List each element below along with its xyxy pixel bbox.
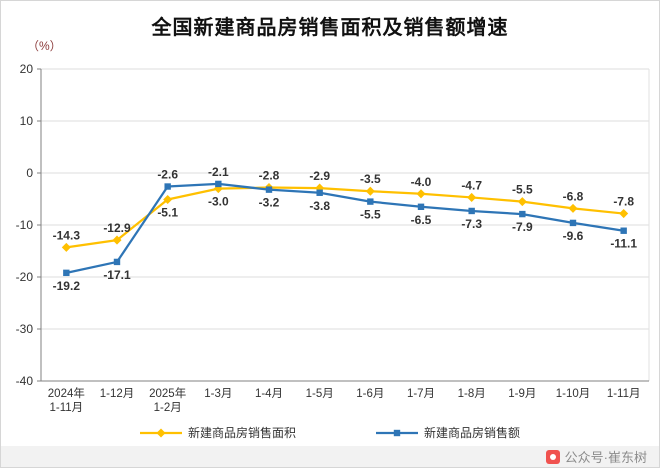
svg-text:1-12月: 1-12月	[100, 388, 135, 400]
svg-text:-2.1: -2.1	[208, 165, 229, 179]
svg-text:2025年: 2025年	[149, 386, 186, 400]
svg-text:-10: -10	[16, 218, 34, 232]
svg-text:1-4月: 1-4月	[255, 388, 283, 400]
svg-text:-2.8: -2.8	[259, 169, 280, 183]
svg-text:-2.9: -2.9	[309, 169, 330, 183]
svg-text:-3.2: -3.2	[259, 196, 280, 210]
svg-text:1-2月: 1-2月	[154, 402, 182, 414]
legend-label: 新建商品房销售面积	[187, 426, 296, 440]
svg-text:-30: -30	[16, 322, 34, 336]
svg-text:-17.1: -17.1	[103, 268, 131, 282]
svg-text:0: 0	[26, 166, 33, 180]
wechat-official-account-icon	[545, 449, 560, 464]
legend-line-sample	[139, 427, 182, 438]
svg-text:1-10月: 1-10月	[556, 388, 591, 400]
line-chart: 20 10 0 -10 -20 -30 -40 2024年 1-11月 1-12月 2025年 1-2…	[16, 62, 650, 414]
svg-text:-5.5: -5.5	[360, 208, 381, 222]
svg-text:-3.5: -3.5	[360, 172, 381, 186]
svg-text:-19.2: -19.2	[53, 279, 81, 293]
svg-text:-20: -20	[16, 270, 34, 284]
svg-text:-5.1: -5.1	[157, 206, 178, 220]
svg-text:-9.6: -9.6	[563, 229, 584, 243]
svg-text:-2.6: -2.6	[157, 168, 178, 182]
svg-text:1-11月: 1-11月	[49, 402, 83, 414]
svg-text:1-5月: 1-5月	[306, 388, 334, 400]
svg-text:-7.8: -7.8	[613, 195, 634, 209]
bottom-bar: 公众号·崔东树	[1, 446, 659, 467]
svg-text:-4.7: -4.7	[461, 178, 482, 192]
svg-text:-14.3: -14.3	[53, 228, 81, 242]
svg-text:-6.5: -6.5	[411, 213, 432, 227]
svg-text:1-3月: 1-3月	[204, 388, 232, 400]
svg-text:-7.9: -7.9	[512, 220, 533, 234]
svg-text:1-6月: 1-6月	[356, 388, 384, 400]
svg-text:20: 20	[20, 62, 34, 76]
legend-item-sales-area: 新建商品房销售面积	[139, 424, 296, 441]
svg-text:-6.8: -6.8	[563, 189, 584, 203]
legend-item-sales-value: 新建商品房销售额	[376, 424, 520, 441]
svg-text:-7.3: -7.3	[461, 217, 482, 231]
svg-text:1-7月: 1-7月	[407, 388, 435, 400]
svg-text:-3.8: -3.8	[309, 199, 330, 213]
svg-text:1-8月: 1-8月	[458, 388, 486, 400]
svg-text:-11.1: -11.1	[610, 237, 637, 251]
svg-text:-12.9: -12.9	[103, 221, 131, 235]
chart-legend: 新建商品房销售面积 新建商品房销售额	[1, 424, 659, 441]
svg-text:-4.0: -4.0	[411, 175, 432, 189]
chart-title: 全国新建商品房销售面积及销售额增速	[151, 17, 509, 39]
svg-text:-5.5: -5.5	[512, 183, 533, 197]
svg-text:2024年: 2024年	[48, 386, 85, 400]
legend-line-sample	[376, 429, 418, 436]
legend-label: 新建商品房销售额	[424, 426, 521, 440]
watermark-text: 公众号·崔东树	[564, 450, 647, 465]
svg-text:-3.0: -3.0	[208, 195, 229, 209]
svg-text:-40: -40	[16, 374, 34, 388]
svg-text:1-9月: 1-9月	[508, 388, 536, 400]
svg-text:1-11月: 1-11月	[607, 388, 641, 400]
svg-text:10: 10	[20, 114, 34, 128]
y-axis-unit-label: （%）	[27, 39, 62, 53]
